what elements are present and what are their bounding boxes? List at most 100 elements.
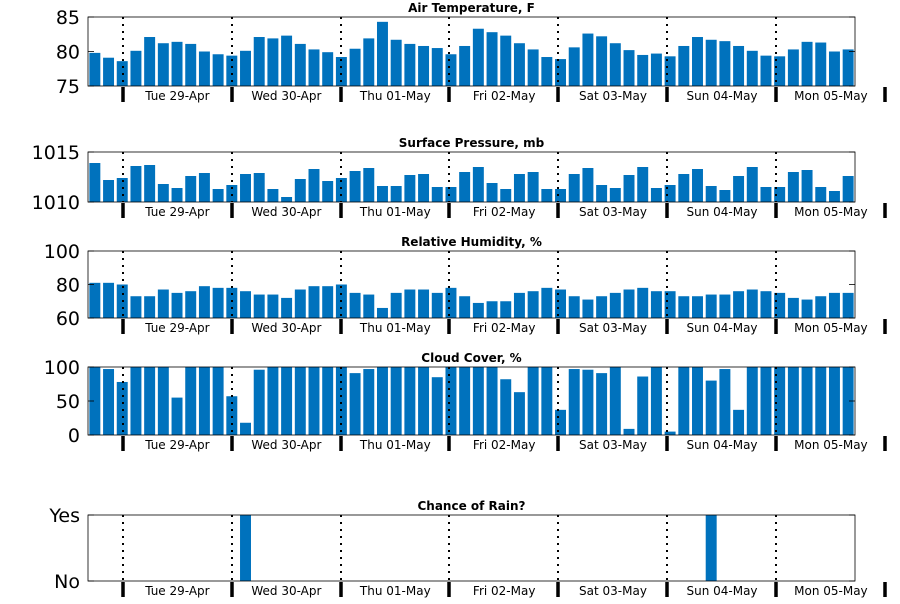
x-tick-label: Tue 29-Apr xyxy=(144,89,209,103)
bar xyxy=(541,367,553,435)
bar xyxy=(664,291,676,318)
bar xyxy=(733,176,745,202)
bar xyxy=(760,187,772,202)
bar xyxy=(267,294,279,318)
bar xyxy=(226,55,238,86)
bar xyxy=(623,289,635,318)
x-tick-label: Sat 03-May xyxy=(579,205,647,219)
bar xyxy=(527,367,539,435)
x-tick-label: Sun 04-May xyxy=(686,89,757,103)
bar xyxy=(486,301,498,318)
x-tick-label: Tue 29-Apr xyxy=(144,438,209,452)
bar xyxy=(760,55,772,86)
bar xyxy=(171,397,183,435)
axes-frame xyxy=(87,514,856,582)
bar xyxy=(212,287,224,318)
bar xyxy=(527,49,539,86)
bar xyxy=(815,367,827,435)
bar xyxy=(130,50,142,86)
bar xyxy=(171,41,183,86)
x-tick-label: Mon 05-May xyxy=(794,438,868,452)
bar xyxy=(294,179,306,202)
bar xyxy=(678,45,690,86)
bar xyxy=(418,174,430,202)
bar xyxy=(609,43,621,86)
bar xyxy=(349,292,361,319)
bar xyxy=(746,289,758,318)
bar xyxy=(390,186,402,202)
bar xyxy=(267,38,279,86)
x-tick-label: Sat 03-May xyxy=(579,584,647,598)
bar xyxy=(240,50,251,86)
bar xyxy=(431,377,443,435)
x-tick-label: Sun 04-May xyxy=(686,584,757,598)
bar xyxy=(692,169,703,202)
bar xyxy=(568,47,580,86)
x-tick-label: Mon 05-May xyxy=(794,584,868,598)
bar xyxy=(171,292,183,319)
bar xyxy=(787,49,799,86)
bar xyxy=(787,172,799,202)
bar xyxy=(322,367,334,435)
bar xyxy=(472,302,484,318)
bar xyxy=(294,43,306,86)
bar xyxy=(596,185,608,202)
bar xyxy=(650,367,662,435)
bar xyxy=(705,380,717,435)
panel-1: Tue 29-Apr Wed 30-Apr Thu 01-May Fri 02-May… xyxy=(56,1,887,103)
x-tick-label: Sat 03-May xyxy=(579,321,647,335)
x-tick-label: Sat 03-May xyxy=(579,89,647,103)
bar xyxy=(692,296,703,318)
x-tick-label: Mon 05-May xyxy=(794,89,868,103)
bar xyxy=(322,181,334,202)
bar xyxy=(486,367,498,435)
panel-3: Tue 29-Apr Wed 30-Apr Thu 01-May Fri 02-May… xyxy=(44,235,887,335)
bar xyxy=(294,289,306,318)
bar xyxy=(787,297,799,318)
bar xyxy=(459,367,471,435)
bar xyxy=(719,190,731,202)
x-tick-label: Wed 30-Apr xyxy=(251,438,321,452)
bar xyxy=(664,431,676,435)
bar xyxy=(185,176,197,202)
bar xyxy=(390,292,402,319)
panel-title: Surface Pressure, mb xyxy=(399,136,545,150)
bar xyxy=(582,168,594,202)
bar xyxy=(842,49,854,86)
bar xyxy=(692,37,703,86)
bar xyxy=(774,292,786,319)
bar xyxy=(212,54,224,86)
bar xyxy=(335,367,347,435)
bar xyxy=(281,35,293,86)
bar xyxy=(418,367,430,435)
bar xyxy=(240,291,251,318)
y-tick-label: 80 xyxy=(56,42,80,64)
bar xyxy=(623,50,635,86)
y-tick-label: 1015 xyxy=(32,142,80,164)
bar xyxy=(459,45,471,86)
y-tick-label: 85 xyxy=(56,7,80,29)
bar xyxy=(842,292,854,319)
bar xyxy=(582,299,594,318)
bar xyxy=(418,45,430,86)
bar xyxy=(308,169,320,202)
bar xyxy=(253,369,265,435)
bar xyxy=(198,51,210,86)
bar xyxy=(801,170,813,202)
bar xyxy=(157,43,169,86)
bar xyxy=(637,167,649,202)
y-tick-label: 75 xyxy=(56,76,80,98)
bar xyxy=(527,172,539,202)
x-tick-label: Sun 04-May xyxy=(686,205,757,219)
bar xyxy=(733,45,745,86)
bar xyxy=(212,189,224,202)
bar xyxy=(733,409,745,435)
bar xyxy=(472,28,484,86)
bar xyxy=(650,291,662,318)
bar xyxy=(828,51,840,86)
bar xyxy=(116,178,128,202)
bar xyxy=(459,296,471,318)
bar xyxy=(678,174,690,202)
bar xyxy=(240,174,251,202)
